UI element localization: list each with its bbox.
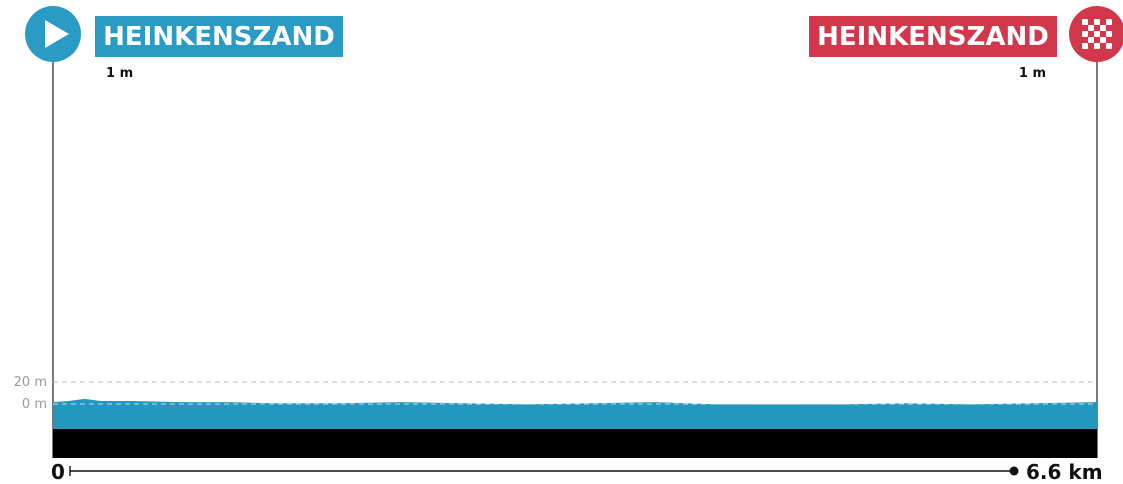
finish-name-badge: HEINKENSZAND [809,16,1057,57]
finish-elevation-label: 1 m [1019,66,1046,81]
checker-cell [1094,43,1100,49]
checker-cell [1106,19,1112,25]
checker-cell [1082,31,1088,37]
checker-cell [1094,19,1100,25]
checker-cell [1100,25,1106,31]
checker-cell [1106,43,1112,49]
start-name-badge: HEINKENSZAND [95,16,343,57]
start-play-icon [25,6,81,62]
checker-cell [1088,25,1094,31]
distance-end-label: 6.6 km [1026,460,1103,484]
checker-cell [1094,31,1100,37]
checker-cell [1088,37,1094,43]
checker-cell [1100,37,1106,43]
gridline-labels: 20 m 0 m [14,375,47,412]
checker-cell [1082,19,1088,25]
distance-axis-end-dot [1009,466,1019,476]
elevation-outline [52,398,1098,406]
gridline-label: 0 m [22,397,47,412]
profile-base-band [53,429,1097,458]
finish-name: HEINKENSZAND [817,22,1049,52]
start-elevation-label: 1 m [106,66,133,81]
start-name: HEINKENSZAND [103,22,335,52]
checker-cell [1082,43,1088,49]
finish-checkered-flag-icon [1069,6,1123,62]
gridlines [53,381,1097,405]
distance-start-label: 0 [51,460,65,484]
elevation-area [53,399,1097,429]
checker-cell [1106,31,1112,37]
gridline-label: 20 m [14,375,47,390]
